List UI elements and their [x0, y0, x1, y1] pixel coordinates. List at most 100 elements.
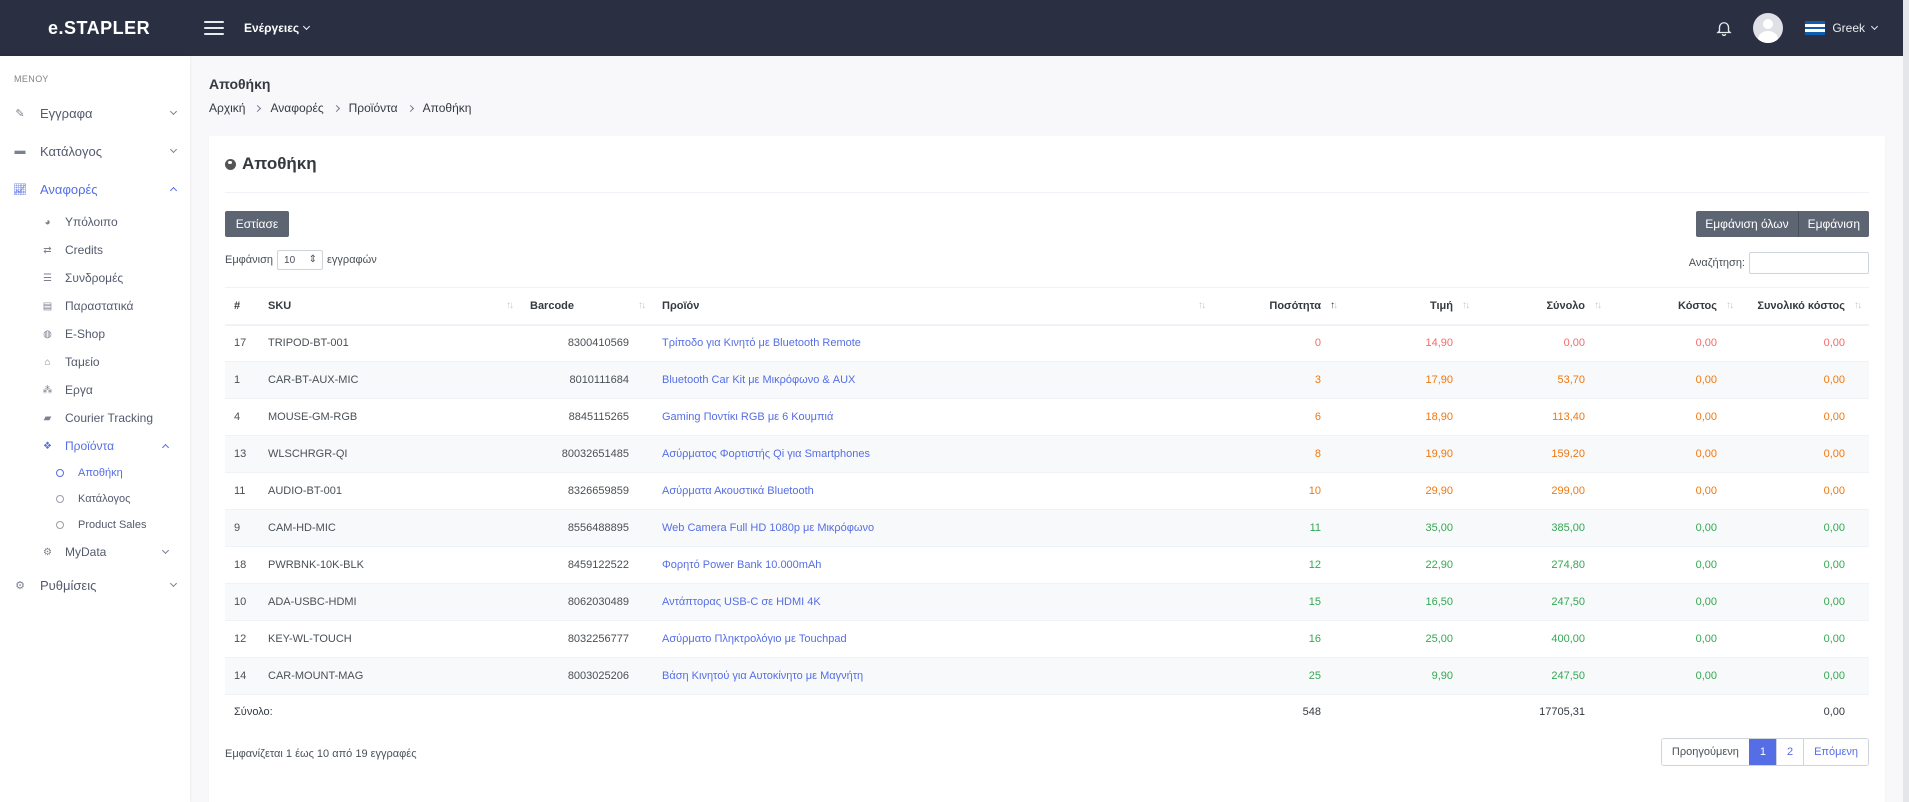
truck-icon: ▰ — [43, 412, 52, 424]
product-link[interactable]: Bluetooth Car Kit με Μικρόφωνο & AUX — [662, 374, 856, 386]
cell-cost: 0,00 — [1609, 620, 1741, 658]
show-button[interactable]: Εμφάνιση — [1797, 211, 1869, 237]
table-row: 12 KEY-WL-TOUCH 8032256777 Ασύρματο Πληκτρο… — [225, 620, 1869, 658]
cell-product: Gaming Ποντίκι RGB με 6 Κουμπιά — [653, 398, 1213, 436]
header-label: SKU — [268, 299, 292, 312]
focus-button[interactable]: Εστίασε — [225, 211, 289, 237]
product-link[interactable]: Web Camera Full HD 1080p με Μικρόφωνο — [662, 522, 875, 534]
sidebar-item-documents[interactable]: ✎ Εγγραφα — [0, 94, 190, 132]
product-link[interactable]: Ασύρματος Φορτιστής Qi για Smartphones — [662, 448, 870, 460]
cell-cost: 0,00 — [1609, 546, 1741, 584]
cell-total-cost: 0,00 — [1741, 435, 1869, 473]
sidebar-subitem-mydata[interactable]: ⚙ MyData — [0, 538, 190, 566]
sidebar-subsubitem-warehouse[interactable]: Αποθήκη — [0, 460, 190, 486]
sidebar-subitem-products[interactable]: ❖ Προϊόντα — [0, 432, 190, 460]
cell-id: 9 — [225, 509, 259, 547]
language-selector[interactable]: Greek — [1805, 21, 1879, 35]
product-link[interactable]: Ασύρματο Πληκτρολόγιο με Touchpad — [662, 633, 847, 645]
breadcrumb-home[interactable]: Αρχική — [209, 101, 246, 115]
sidebar-subitem-eshop[interactable]: ◍ E-Shop — [0, 320, 190, 348]
cell-sku: CAR-BT-AUX-MIC — [259, 361, 521, 399]
sidebar-subitem-balance[interactable]: ◕ Υπόλοιπο — [0, 208, 190, 236]
cell-quantity: 12 — [1213, 546, 1345, 584]
column-header-price[interactable]: Τιμή ↑↓ — [1345, 287, 1477, 326]
cell-sku: AUDIO-BT-001 — [259, 472, 521, 510]
actions-dropdown[interactable]: Ενέργειες — [244, 21, 311, 35]
cell-total-cost: 0,00 — [1741, 583, 1869, 621]
brand-logo[interactable]: e.STAPLER — [48, 17, 151, 38]
product-link[interactable]: Αντάπτορας USB-C σε HDMI 4K — [662, 596, 821, 608]
column-header-sku[interactable]: SKU ↑↓ — [259, 287, 521, 326]
page-scrollbar[interactable] — [1903, 0, 1909, 802]
sidebar-subitem-invoices[interactable]: ▤ Παραστατικά — [0, 292, 190, 320]
column-header-total[interactable]: Σύνολο ↑↓ — [1477, 287, 1609, 326]
cell-price: 18,90 — [1345, 398, 1477, 436]
next-page-button[interactable]: Επόμενη — [1803, 739, 1868, 765]
warehouse-card: Αποθήκη Εστίασε Εμφάνιση όλων Εμφάνιση Ε… — [209, 136, 1885, 802]
page-length-select[interactable]: 10 — [277, 250, 324, 270]
table-body: 17 TRIPOD-BT-001 8300410569 Τρίποδο για Κιν… — [225, 324, 1869, 695]
sidebar-subitem-cashier[interactable]: ⌂ Ταμείο — [0, 348, 190, 376]
table-row: 4 MOUSE-GM-RGB 8845115265 Gaming Ποντίκι RG… — [225, 398, 1869, 436]
product-link[interactable]: Ασύρματα Ακουστικά Bluetooth — [662, 485, 814, 497]
cell-id: 12 — [225, 620, 259, 658]
cell-cost: 0,00 — [1609, 472, 1741, 510]
column-header-quantity[interactable]: Ποσότητα ↑↓ — [1213, 287, 1345, 326]
sidebar-subitem-courier-tracking[interactable]: ▰ Courier Tracking — [0, 404, 190, 432]
cell-quantity: 8 — [1213, 435, 1345, 473]
cell-total-cost: 0,00 — [1741, 472, 1869, 510]
header-label: Συνολικό κόστος — [1757, 299, 1845, 312]
sidebar-item-settings[interactable]: ⚙ Ρυθμίσεις — [0, 566, 190, 604]
page-length-control: Εμφάνιση 10 εγγραφών — [225, 250, 377, 270]
column-header-barcode[interactable]: Barcode ↑↓ — [521, 287, 653, 326]
chevron-down-icon — [303, 22, 311, 31]
sidebar-subitem-credits[interactable]: ⇄ Credits — [0, 236, 190, 264]
chevron-down-icon — [169, 107, 178, 116]
table-header-row: # SKU ↑↓ Barcode ↑↓ Προϊόν ↑↓ Ποσότητα ↑↓ Τι… — [225, 287, 1869, 326]
sidebar-subsubitem-label: Product Sales — [78, 519, 147, 531]
sidebar-subsubitem-catalog[interactable]: Κατάλογος — [0, 486, 190, 512]
user-avatar[interactable] — [1753, 13, 1784, 43]
sidebar: ΜΕΝΟΥ ✎ Εγγραφα ▬ Κατάλογος 📈︎ Αναφορές … — [0, 56, 190, 802]
column-header-cost[interactable]: Κόστος ↑↓ — [1609, 287, 1741, 326]
circle-icon — [56, 469, 64, 477]
cell-price: 16,50 — [1345, 583, 1477, 621]
hamburger-menu-icon[interactable] — [204, 21, 224, 35]
header-label: Τιμή — [1429, 299, 1453, 312]
product-link[interactable]: Τρίποδο για Κινητό με Bluetooth Remote — [662, 337, 861, 350]
cell-total: 53,70 — [1477, 361, 1609, 399]
top-bar: e.STAPLER Ενέργειες Greek — [0, 0, 1903, 56]
sidebar-subitem-subscriptions[interactable]: ☰ Συνδρομές — [0, 264, 190, 292]
page-2-button[interactable]: 2 — [1775, 739, 1804, 765]
table-row: 10 ADA-USBC-HDMI 8062030489 Αντάπτορας USB-… — [225, 583, 1869, 621]
cell-barcode: 8010111684 — [521, 361, 653, 399]
sidebar-subsubitem-product-sales[interactable]: Product Sales — [0, 512, 190, 538]
page-1-button[interactable]: 1 — [1748, 739, 1776, 765]
sidebar-subitem-projects[interactable]: ⁂ Εργα — [0, 376, 190, 404]
cell-product: Bluetooth Car Kit με Μικρόφωνο & AUX — [653, 361, 1213, 399]
cell-product: Βάση Κινητού για Αυτοκίνητο με Μαγνήτη — [653, 657, 1213, 695]
card-title-text: Αποθήκη — [242, 154, 317, 173]
sidebar-subsubitem-label: Αποθήκη — [78, 467, 123, 479]
previous-page-button[interactable]: Προηγούμενη — [1661, 739, 1749, 765]
cogs-icon: ⚙ — [15, 579, 25, 592]
product-link[interactable]: Gaming Ποντίκι RGB με 6 Κουμπιά — [662, 411, 834, 423]
cell-quantity: 15 — [1213, 583, 1345, 621]
sidebar-item-reports[interactable]: 📈︎ Αναφορές — [0, 170, 190, 208]
bell-icon[interactable] — [1715, 19, 1733, 37]
search-input[interactable] — [1749, 252, 1869, 274]
sidebar-item-catalog[interactable]: ▬ Κατάλογος — [0, 132, 190, 170]
gears-icon: ⚙ — [43, 546, 52, 558]
breadcrumb-products[interactable]: Προϊόντα — [348, 101, 398, 115]
product-link[interactable]: Φορητό Power Bank 10.000mAh — [662, 559, 822, 571]
show-all-button[interactable]: Εμφάνιση όλων — [1696, 211, 1798, 237]
sidebar-item-label: Αναφορές — [40, 181, 98, 197]
column-header-id[interactable]: # — [225, 287, 259, 326]
breadcrumb-reports[interactable]: Αναφορές — [270, 101, 324, 115]
cell-product: Web Camera Full HD 1080p με Μικρόφωνο — [653, 509, 1213, 547]
column-header-product[interactable]: Προϊόν ↑↓ — [653, 287, 1213, 326]
header-label: Barcode — [530, 299, 575, 312]
product-link[interactable]: Βάση Κινητού για Αυτοκίνητο με Μαγνήτη — [662, 670, 864, 682]
column-header-total-cost[interactable]: Συνολικό κόστος ↑↓ — [1741, 287, 1869, 326]
globe-icon — [225, 158, 236, 170]
